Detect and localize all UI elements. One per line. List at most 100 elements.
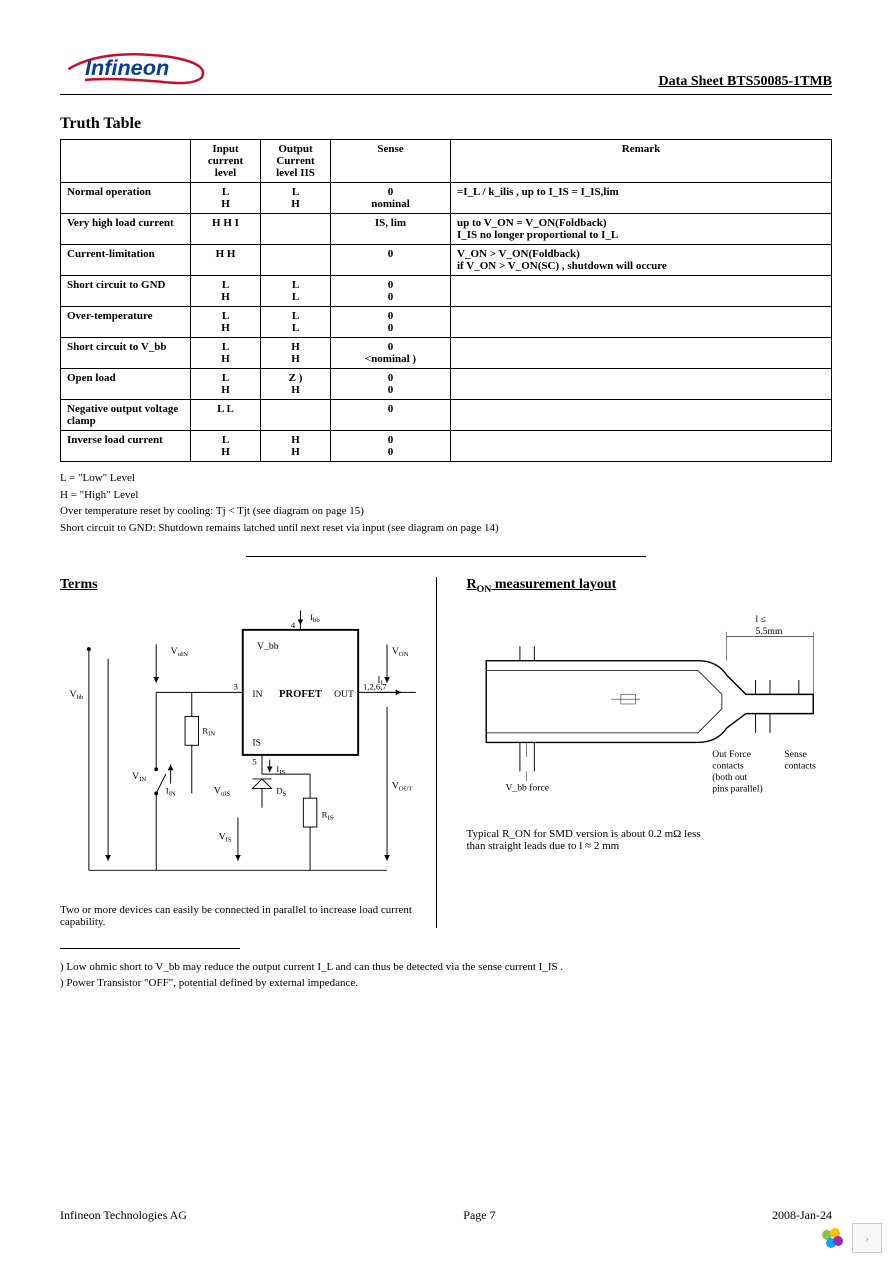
table-cell: 0 nominal bbox=[331, 183, 451, 214]
table-cell: 0 0 bbox=[331, 369, 451, 400]
th-input: Input current level bbox=[191, 140, 261, 183]
table-row: Normal operationL HL H0 nominal=I_L / k_… bbox=[61, 183, 832, 214]
svg-text:3: 3 bbox=[234, 681, 238, 691]
svg-text:Out Force: Out Force bbox=[712, 749, 751, 760]
terms-title: Terms bbox=[60, 577, 426, 593]
table-row: Very high load currentH H IIS, limup to … bbox=[61, 214, 832, 245]
table-cell: 0 0 bbox=[331, 276, 451, 307]
truth-table-heading: Truth Table bbox=[60, 115, 832, 133]
table-cell: Normal operation bbox=[61, 183, 191, 214]
table-cell: 0 0 bbox=[331, 431, 451, 462]
table-cell bbox=[451, 307, 832, 338]
table-cell: L H bbox=[191, 431, 261, 462]
table-cell bbox=[261, 400, 331, 431]
viewer-logo-icon bbox=[817, 1223, 847, 1253]
table-cell: 0 bbox=[331, 400, 451, 431]
svg-text:RIS: RIS bbox=[322, 809, 334, 821]
next-page-button[interactable]: › bbox=[852, 1223, 882, 1253]
table-cell: Negative output voltage clamp bbox=[61, 400, 191, 431]
svg-text:l ≤: l ≤ bbox=[755, 614, 765, 625]
svg-text:contacts: contacts bbox=[712, 760, 744, 771]
note-line: L = "Low" Level bbox=[60, 470, 832, 487]
svg-text:IS: IS bbox=[252, 737, 261, 748]
footnote-line: ) Power Transistor "OFF", potential defi… bbox=[60, 975, 832, 992]
svg-text:(both out: (both out bbox=[712, 772, 747, 783]
footer-page: Page 7 bbox=[463, 1208, 495, 1223]
footnote-line: ) Low ohmic short to V_bb may reduce the… bbox=[60, 959, 832, 976]
svg-text:VON: VON bbox=[392, 646, 409, 658]
table-cell: Open load bbox=[61, 369, 191, 400]
table-cell: 0 0 bbox=[331, 307, 451, 338]
table-row: Over-temperatureL HL L0 0 bbox=[61, 307, 832, 338]
svg-text:PROFET: PROFET bbox=[279, 689, 322, 700]
svg-text:VuIN: VuIN bbox=[171, 646, 189, 658]
svg-text:V_bb: V_bb bbox=[257, 641, 279, 652]
th-remark: Remark bbox=[451, 140, 832, 183]
note-line: Over temperature reset by cooling: Tj < … bbox=[60, 503, 832, 520]
svg-text:VIS: VIS bbox=[219, 832, 232, 844]
table-cell: L H bbox=[191, 369, 261, 400]
table-cell: H H bbox=[261, 431, 331, 462]
table-cell bbox=[451, 338, 832, 369]
infineon-logo: Infineon bbox=[60, 40, 227, 90]
svg-text:VuIS: VuIS bbox=[214, 785, 231, 797]
table-cell: up to V_ON = V_ON(Foldback) I_IS no long… bbox=[451, 214, 832, 245]
svg-text:RIN: RIN bbox=[202, 726, 215, 738]
page-header: Infineon Data Sheet BTS50085-1TMB bbox=[60, 40, 832, 95]
terms-circuit-diagram: PROFET V_bb IN IS OUT 4 Ibb 3 5 1,2,6,7 … bbox=[60, 601, 426, 890]
table-cell: 0 bbox=[331, 245, 451, 276]
table-cell: Very high load current bbox=[61, 214, 191, 245]
svg-text:IIN: IIN bbox=[166, 785, 176, 797]
table-cell bbox=[451, 400, 832, 431]
table-cell bbox=[261, 214, 331, 245]
svg-text:Ibb: Ibb bbox=[310, 612, 320, 624]
table-cell: H H bbox=[191, 245, 261, 276]
svg-text:5: 5 bbox=[252, 757, 256, 767]
svg-text:Vbb: Vbb bbox=[70, 689, 84, 701]
th-sense: Sense bbox=[331, 140, 451, 183]
ron-column: RON measurement layout l ≤ 5. bbox=[457, 577, 833, 928]
svg-text:4: 4 bbox=[291, 620, 296, 630]
table-cell: L H bbox=[261, 183, 331, 214]
table-row: Current-limitationH H0V_ON > V_ON(Foldba… bbox=[61, 245, 832, 276]
table-row: Short circuit to GNDL HL L0 0 bbox=[61, 276, 832, 307]
table-row: Inverse load currentL HH H0 0 bbox=[61, 431, 832, 462]
footer-date: 2008-Jan-24 bbox=[772, 1208, 832, 1223]
svg-text:VIN: VIN bbox=[132, 771, 146, 783]
footnotes: ) Low ohmic short to V_bb may reduce the… bbox=[60, 959, 832, 992]
section-divider bbox=[246, 556, 646, 557]
table-cell: L L bbox=[261, 307, 331, 338]
table-cell bbox=[451, 369, 832, 400]
svg-text:5.5mm: 5.5mm bbox=[755, 626, 782, 637]
table-cell: V_ON > V_ON(Foldback) if V_ON > V_ON(SC)… bbox=[451, 245, 832, 276]
table-cell bbox=[451, 431, 832, 462]
svg-text:pins parallel): pins parallel) bbox=[712, 783, 762, 794]
table-cell: IS, lim bbox=[331, 214, 451, 245]
table-cell: H H bbox=[261, 338, 331, 369]
ron-title: RON measurement layout bbox=[467, 577, 833, 595]
table-cell: L H bbox=[191, 307, 261, 338]
table-cell: =I_L / k_ilis , up to I_IS = I_IS,lim bbox=[451, 183, 832, 214]
table-cell: L H bbox=[191, 338, 261, 369]
svg-text:IL: IL bbox=[377, 675, 384, 687]
svg-text:OUT: OUT bbox=[334, 689, 354, 700]
table-cell bbox=[451, 276, 832, 307]
svg-text:IN: IN bbox=[252, 689, 262, 700]
svg-text:Infineon: Infineon bbox=[85, 55, 169, 80]
terms-caption: Two or more devices can easily be connec… bbox=[60, 904, 426, 928]
th-output: Output Current level IIS bbox=[261, 140, 331, 183]
table-cell: L L bbox=[191, 400, 261, 431]
terms-column: Terms PROFET V_bb IN IS OUT 4 Ibb 3 bbox=[60, 577, 437, 928]
page-footer: Infineon Technologies AG Page 7 2008-Jan… bbox=[60, 1208, 832, 1223]
table-row: Short circuit to V_bbL HH H0 <nominal ) bbox=[61, 338, 832, 369]
table-cell: L H bbox=[191, 183, 261, 214]
table-row: Negative output voltage clampL L 0 bbox=[61, 400, 832, 431]
footnote-rule bbox=[60, 948, 240, 955]
table-cell bbox=[261, 245, 331, 276]
th-condition bbox=[61, 140, 191, 183]
table-cell: Inverse load current bbox=[61, 431, 191, 462]
table-cell: Short circuit to GND bbox=[61, 276, 191, 307]
svg-text:DS: DS bbox=[276, 785, 286, 797]
table-cell: L L bbox=[261, 276, 331, 307]
svg-text:contacts: contacts bbox=[784, 760, 816, 771]
